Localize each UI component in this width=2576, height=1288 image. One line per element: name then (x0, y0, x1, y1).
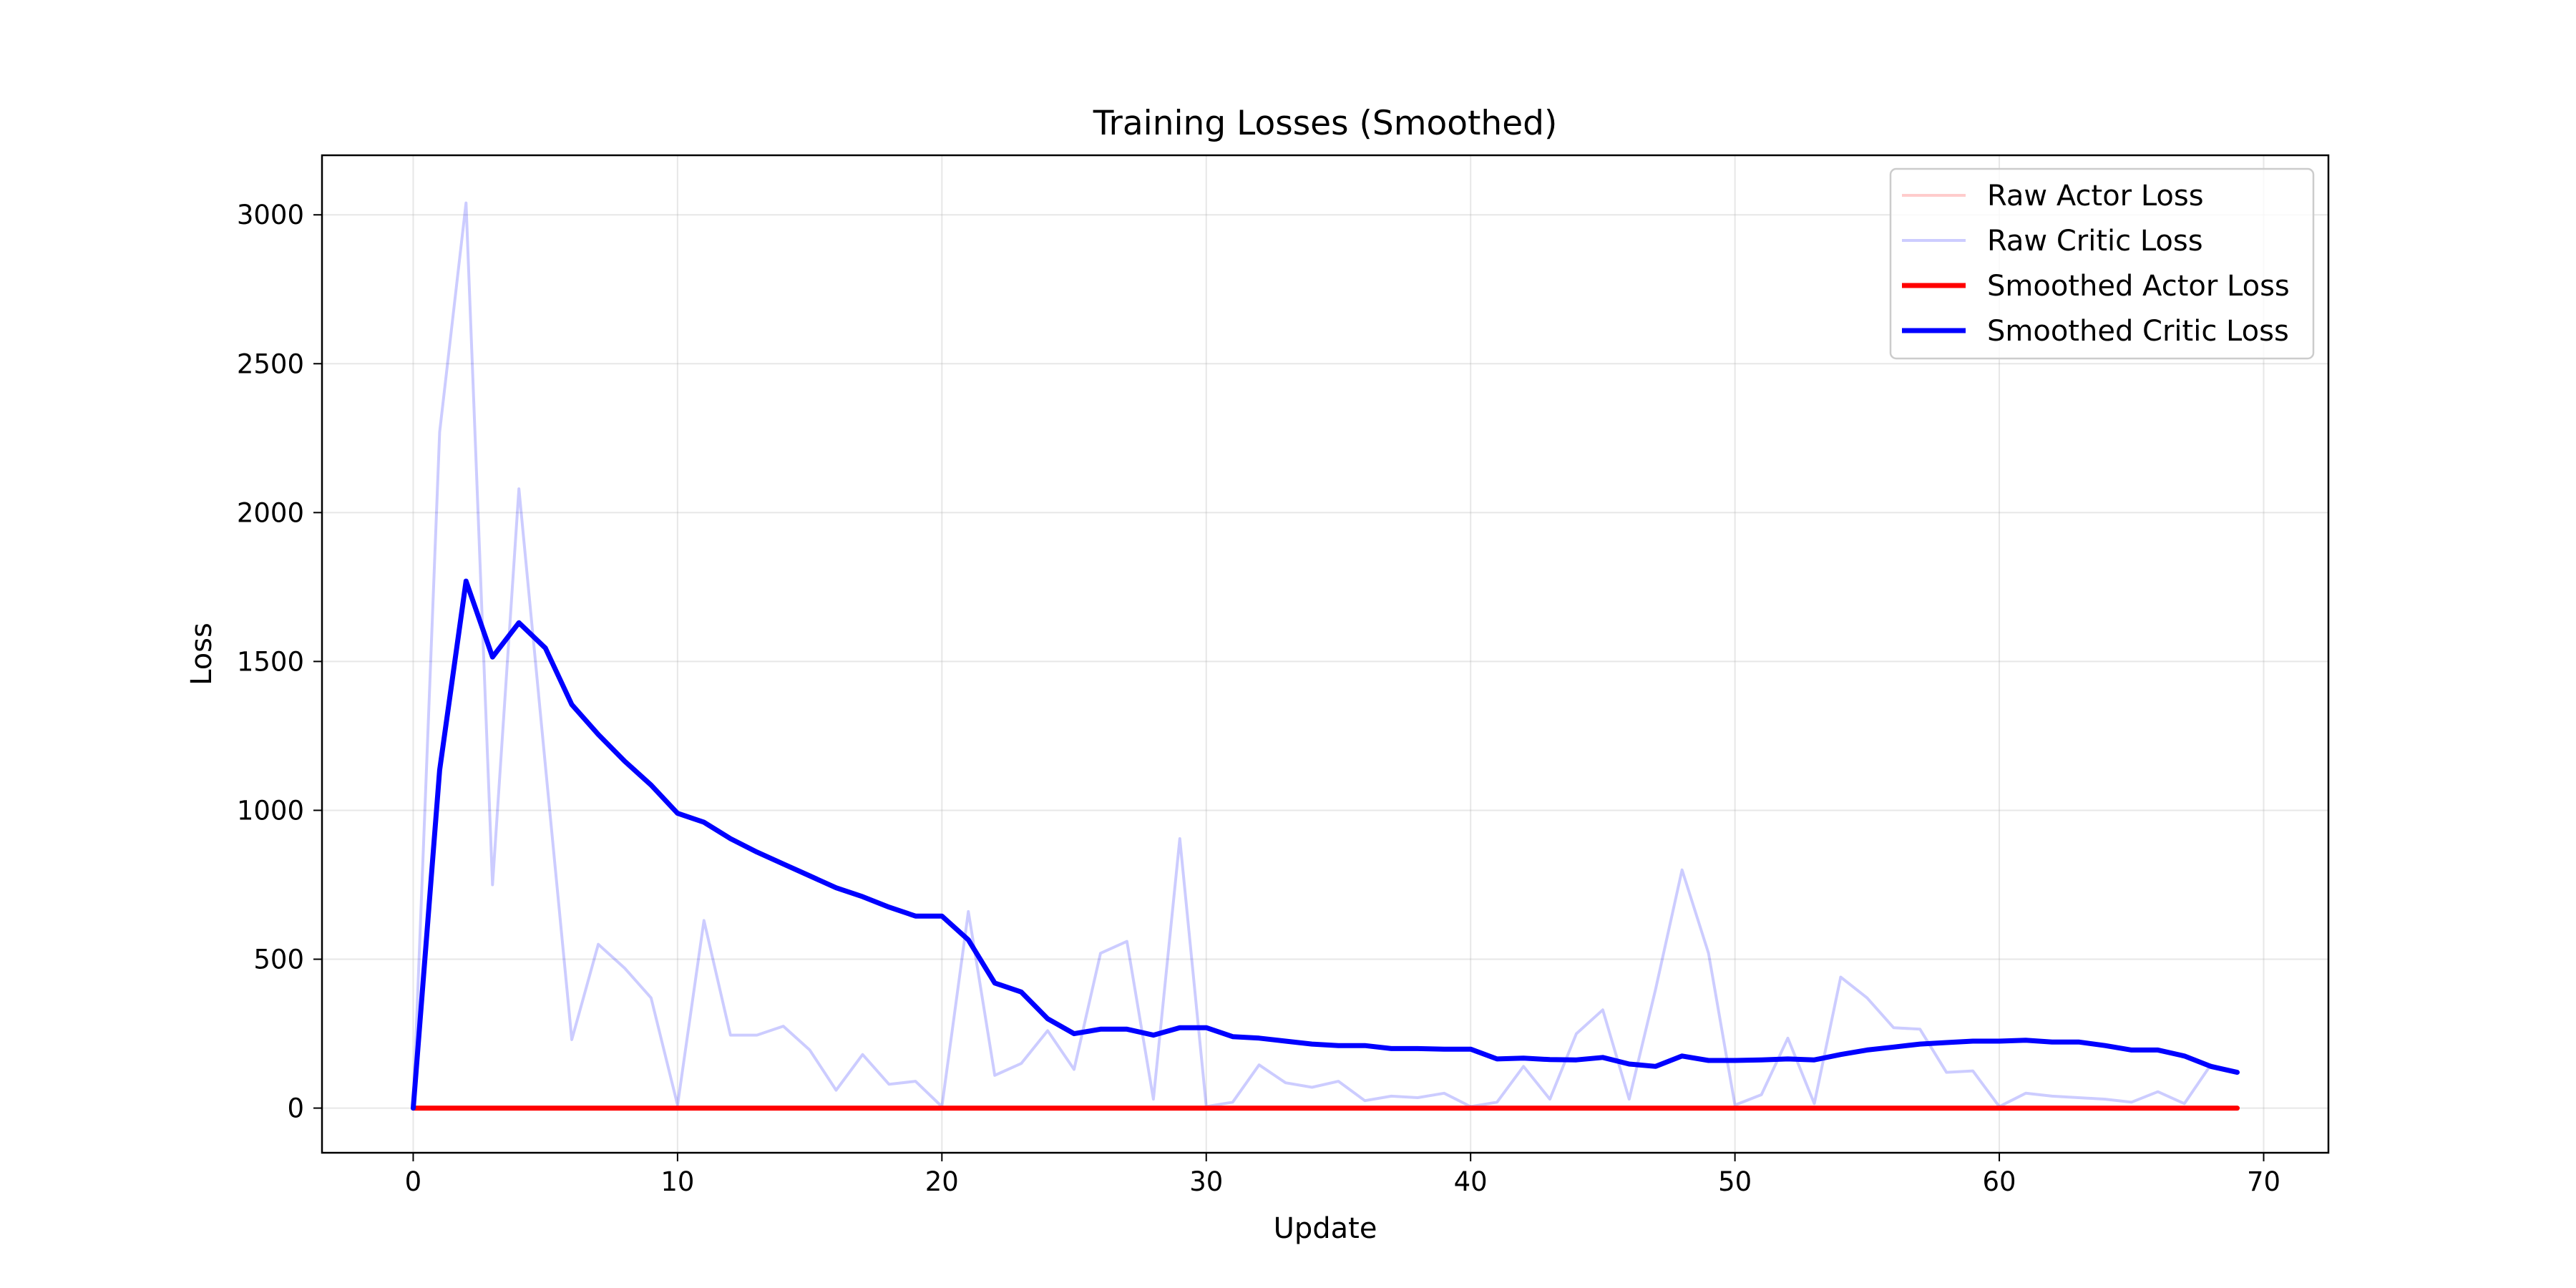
legend-label-raw-actor: Raw Actor Loss (1987, 180, 2204, 213)
y-tick-label: 2000 (237, 497, 304, 528)
legend-frame (1889, 167, 2315, 360)
series-layer (411, 201, 2240, 1111)
y-tick-label: 1500 (237, 646, 304, 677)
series-line-smoothed-critic-loss (411, 578, 2240, 1111)
chart-title: Training Losses (Smoothed) (1093, 104, 1558, 143)
x-tick-label: 40 (1454, 1166, 1488, 1197)
legend-label-smoothed-actor: Smoothed Actor Loss (1987, 270, 2290, 303)
x-tick-label: 60 (1983, 1166, 2016, 1197)
series-line-raw-critic-loss (411, 201, 2239, 1110)
x-tick-label: 10 (660, 1166, 694, 1197)
y-tick-label: 0 (287, 1093, 304, 1124)
y-tick-label: 3000 (237, 200, 304, 230)
y-tick-label: 500 (253, 945, 304, 975)
legend-label-raw-critic: Raw Critic Loss (1987, 225, 2203, 258)
x-tick-label: 30 (1189, 1166, 1223, 1197)
axes-frame (321, 154, 2330, 1154)
y-tick-label: 1000 (237, 795, 304, 826)
y-axis-label: Loss (185, 623, 218, 686)
x-tick-label: 20 (925, 1166, 959, 1197)
x-tick-label: 70 (2247, 1166, 2280, 1197)
ticks: 0 10 20 30 40 50 60 70 0 500 1000 1500 2000 2500 3000 (237, 200, 2280, 1197)
x-axis-label: Update (1274, 1212, 1377, 1245)
legend-label-smoothed-critic: Smoothed Critic Loss (1987, 315, 2289, 348)
x-tick-label: 0 (405, 1166, 422, 1197)
legend: Raw Actor Loss Raw Critic Loss Smoothed … (1889, 167, 2315, 360)
y-tick-label: 2500 (237, 348, 304, 379)
x-tick-label: 50 (1718, 1166, 1752, 1197)
